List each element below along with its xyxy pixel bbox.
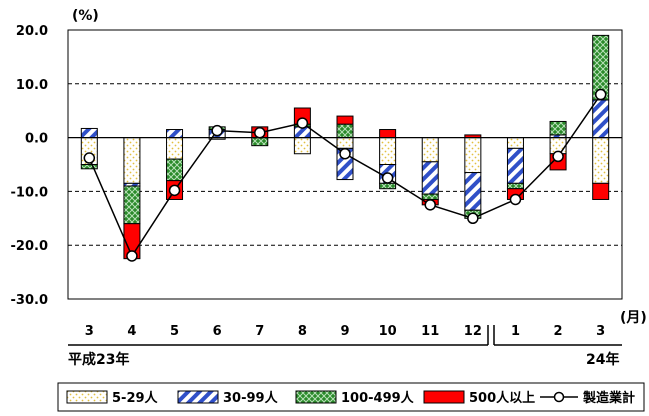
bar-segment-30-99人 — [464, 172, 482, 211]
y-tick-labels: 20.0 10.0 0.0 -10.0 -20.0 -30.0 — [11, 24, 48, 308]
bar-segment-500人以上 — [336, 115, 354, 125]
x-tick-label: 3 — [85, 324, 94, 339]
legend-label-30-99: 30-99人 — [223, 390, 279, 406]
bar-segment-5-29人 — [123, 137, 141, 184]
bar-segment-100-499人 — [336, 123, 354, 139]
axes — [67, 29, 623, 300]
legend-label-500: 500人以上 — [469, 390, 535, 406]
bar-segment-5-29人 — [379, 137, 397, 166]
legend-label-5-29: 5-29人 — [112, 390, 159, 406]
y-tick-label: 10.0 — [16, 78, 48, 93]
x-tick-label: 6 — [213, 324, 222, 339]
bar-segment-30-99人 — [166, 129, 184, 139]
bar-segment-5-29人 — [506, 137, 524, 149]
x-unit-label: (月) — [620, 310, 647, 326]
plot-frame — [67, 29, 623, 300]
bar-segment-5-29人 — [166, 137, 184, 160]
total-line — [83, 88, 607, 262]
bar-segment-100-499人 — [166, 158, 184, 182]
bar-segment-30-99人 — [421, 161, 439, 195]
total-point — [552, 150, 564, 163]
total-point — [83, 152, 96, 164]
bar-segment-5-29人 — [592, 137, 610, 184]
total-point — [467, 212, 479, 225]
total-point — [594, 88, 607, 101]
legend-label-100-499: 100-499人 — [341, 390, 415, 406]
total-point — [424, 199, 436, 211]
x-tick-labels: 3 4 5 6 7 8 9 10 11 12 1 2 3 — [85, 324, 605, 339]
legend-swatch-30-99 — [177, 390, 219, 404]
bar-segment-100-499人 — [549, 120, 567, 136]
bar-segment-5-29人 — [421, 137, 439, 163]
bar-segment-30-99人 — [80, 127, 98, 139]
total-point — [381, 172, 394, 184]
bar-segment-5-29人 — [293, 137, 311, 155]
bar-segment-100-499人 — [379, 182, 397, 190]
legend-label-total: 製造業計 — [582, 390, 635, 406]
bar-segment-100-499人 — [251, 137, 269, 147]
y-unit-label: (%) — [72, 8, 99, 24]
total-point — [509, 193, 522, 206]
bar-segment-30-99人 — [506, 147, 524, 184]
x-tick-label: 12 — [464, 324, 482, 339]
bar-segment-5-29人 — [464, 137, 482, 174]
total-point — [168, 184, 181, 197]
x-tick-label: 7 — [255, 324, 264, 339]
y-tick-label: 20.0 — [16, 24, 48, 39]
x-tick-label: 5 — [170, 324, 179, 339]
total-point — [254, 127, 266, 139]
x-tick-label: 10 — [379, 324, 397, 339]
bar-segment-100-499人 — [123, 185, 141, 225]
legend-swatch-100-499 — [295, 390, 337, 404]
total-point — [211, 124, 223, 137]
legend-swatch-5-29 — [66, 390, 108, 404]
x-tick-label: 2 — [554, 324, 563, 339]
x-tick-label: 1 — [511, 324, 520, 339]
bar-segment-500人以上 — [592, 182, 610, 200]
year-label-24: 24年 — [586, 351, 619, 368]
legend-line-marker — [553, 391, 565, 403]
total-point — [296, 117, 309, 129]
bar-segment-5-29人 — [336, 137, 354, 149]
total-point — [126, 250, 138, 262]
y-tick-label: -20.0 — [11, 239, 48, 254]
bar-segment-500人以上 — [379, 129, 397, 139]
bar-segment-100-499人 — [80, 164, 98, 170]
total-point — [339, 147, 351, 160]
y-tick-label: -30.0 — [11, 293, 48, 308]
y-tick-label: 0.0 — [25, 132, 48, 147]
bars — [80, 34, 610, 260]
bar-segment-30-99人 — [592, 99, 610, 139]
x-tick-label: 11 — [421, 324, 439, 339]
year-label-h23: 平成23年 — [68, 351, 129, 368]
legend: 5-29人 30-99人 100-499人 500人以上 製造業計 — [57, 382, 645, 412]
x-tick-label: 8 — [298, 324, 307, 339]
legend-swatch-500 — [423, 390, 465, 404]
x-tick-label: 3 — [596, 324, 605, 339]
bar-segment-100-499人 — [421, 193, 439, 200]
x-tick-label: 9 — [340, 324, 349, 339]
y-tick-label: -10.0 — [11, 185, 48, 200]
x-tick-label: 4 — [127, 324, 136, 339]
bar-segment-100-499人 — [506, 182, 524, 190]
